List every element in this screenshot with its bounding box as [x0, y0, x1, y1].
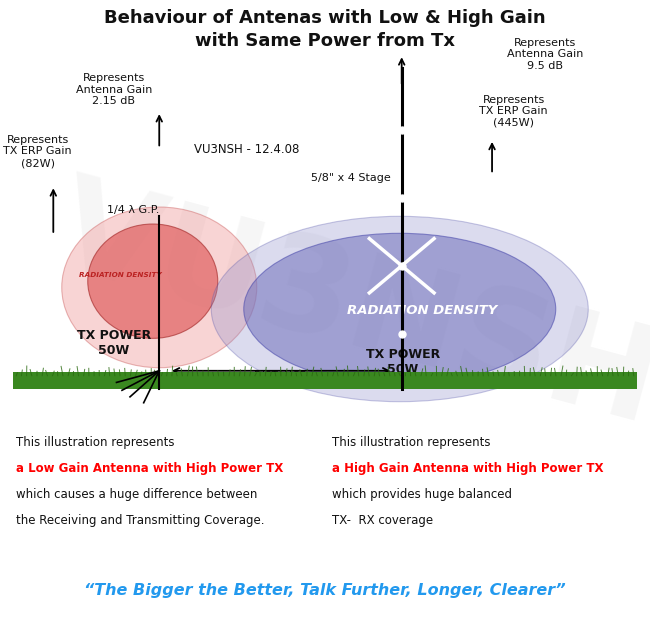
- Text: Represents
TX ERP Gain
(82W): Represents TX ERP Gain (82W): [3, 135, 72, 168]
- Text: Represents
Antenna Gain
2.15 dB: Represents Antenna Gain 2.15 dB: [75, 73, 152, 106]
- Text: RADIATION DENSITY: RADIATION DENSITY: [347, 303, 498, 317]
- Text: VU3NSH - 12.4.08: VU3NSH - 12.4.08: [194, 143, 300, 156]
- Text: TX POWER
50W: TX POWER 50W: [77, 329, 151, 357]
- Text: Represents
Antenna Gain
9.5 dB: Represents Antenna Gain 9.5 dB: [506, 38, 583, 71]
- Ellipse shape: [62, 207, 257, 368]
- Text: “The Bigger the Better, Talk Further, Longer, Clearer”: “The Bigger the Better, Talk Further, Lo…: [84, 583, 566, 598]
- Ellipse shape: [88, 224, 218, 339]
- Text: Represents
TX ERP Gain
(445W): Represents TX ERP Gain (445W): [479, 95, 548, 128]
- Text: TX POWER
50W: TX POWER 50W: [366, 347, 440, 376]
- Ellipse shape: [211, 216, 588, 402]
- Text: RADIATION DENSITY: RADIATION DENSITY: [79, 272, 162, 278]
- Text: the Receiving and Transmitting Coverage.: the Receiving and Transmitting Coverage.: [16, 514, 265, 527]
- Text: which provides huge balanced: which provides huge balanced: [332, 488, 512, 501]
- Bar: [13, 372, 637, 389]
- Text: TX-  RX coverage: TX- RX coverage: [332, 514, 433, 527]
- Text: 1/4 λ G.P.: 1/4 λ G.P.: [107, 205, 159, 215]
- Text: Behaviour of Antenas with Low & High Gain
with Same Power from Tx: Behaviour of Antenas with Low & High Gai…: [104, 9, 546, 50]
- Ellipse shape: [244, 233, 556, 384]
- Text: VU3NSH: VU3NSH: [43, 167, 650, 451]
- Text: 5/8" x 4 Stage: 5/8" x 4 Stage: [311, 173, 391, 183]
- Text: which causes a huge difference between: which causes a huge difference between: [16, 488, 257, 501]
- Text: a High Gain Antenna with High Power TX: a High Gain Antenna with High Power TX: [332, 462, 603, 475]
- Text: a Low Gain Antenna with High Power TX: a Low Gain Antenna with High Power TX: [16, 462, 283, 475]
- Text: This illustration represents: This illustration represents: [16, 436, 175, 449]
- Text: DISTANCE: DISTANCE: [254, 371, 306, 381]
- Text: This illustration represents: This illustration represents: [332, 436, 490, 449]
